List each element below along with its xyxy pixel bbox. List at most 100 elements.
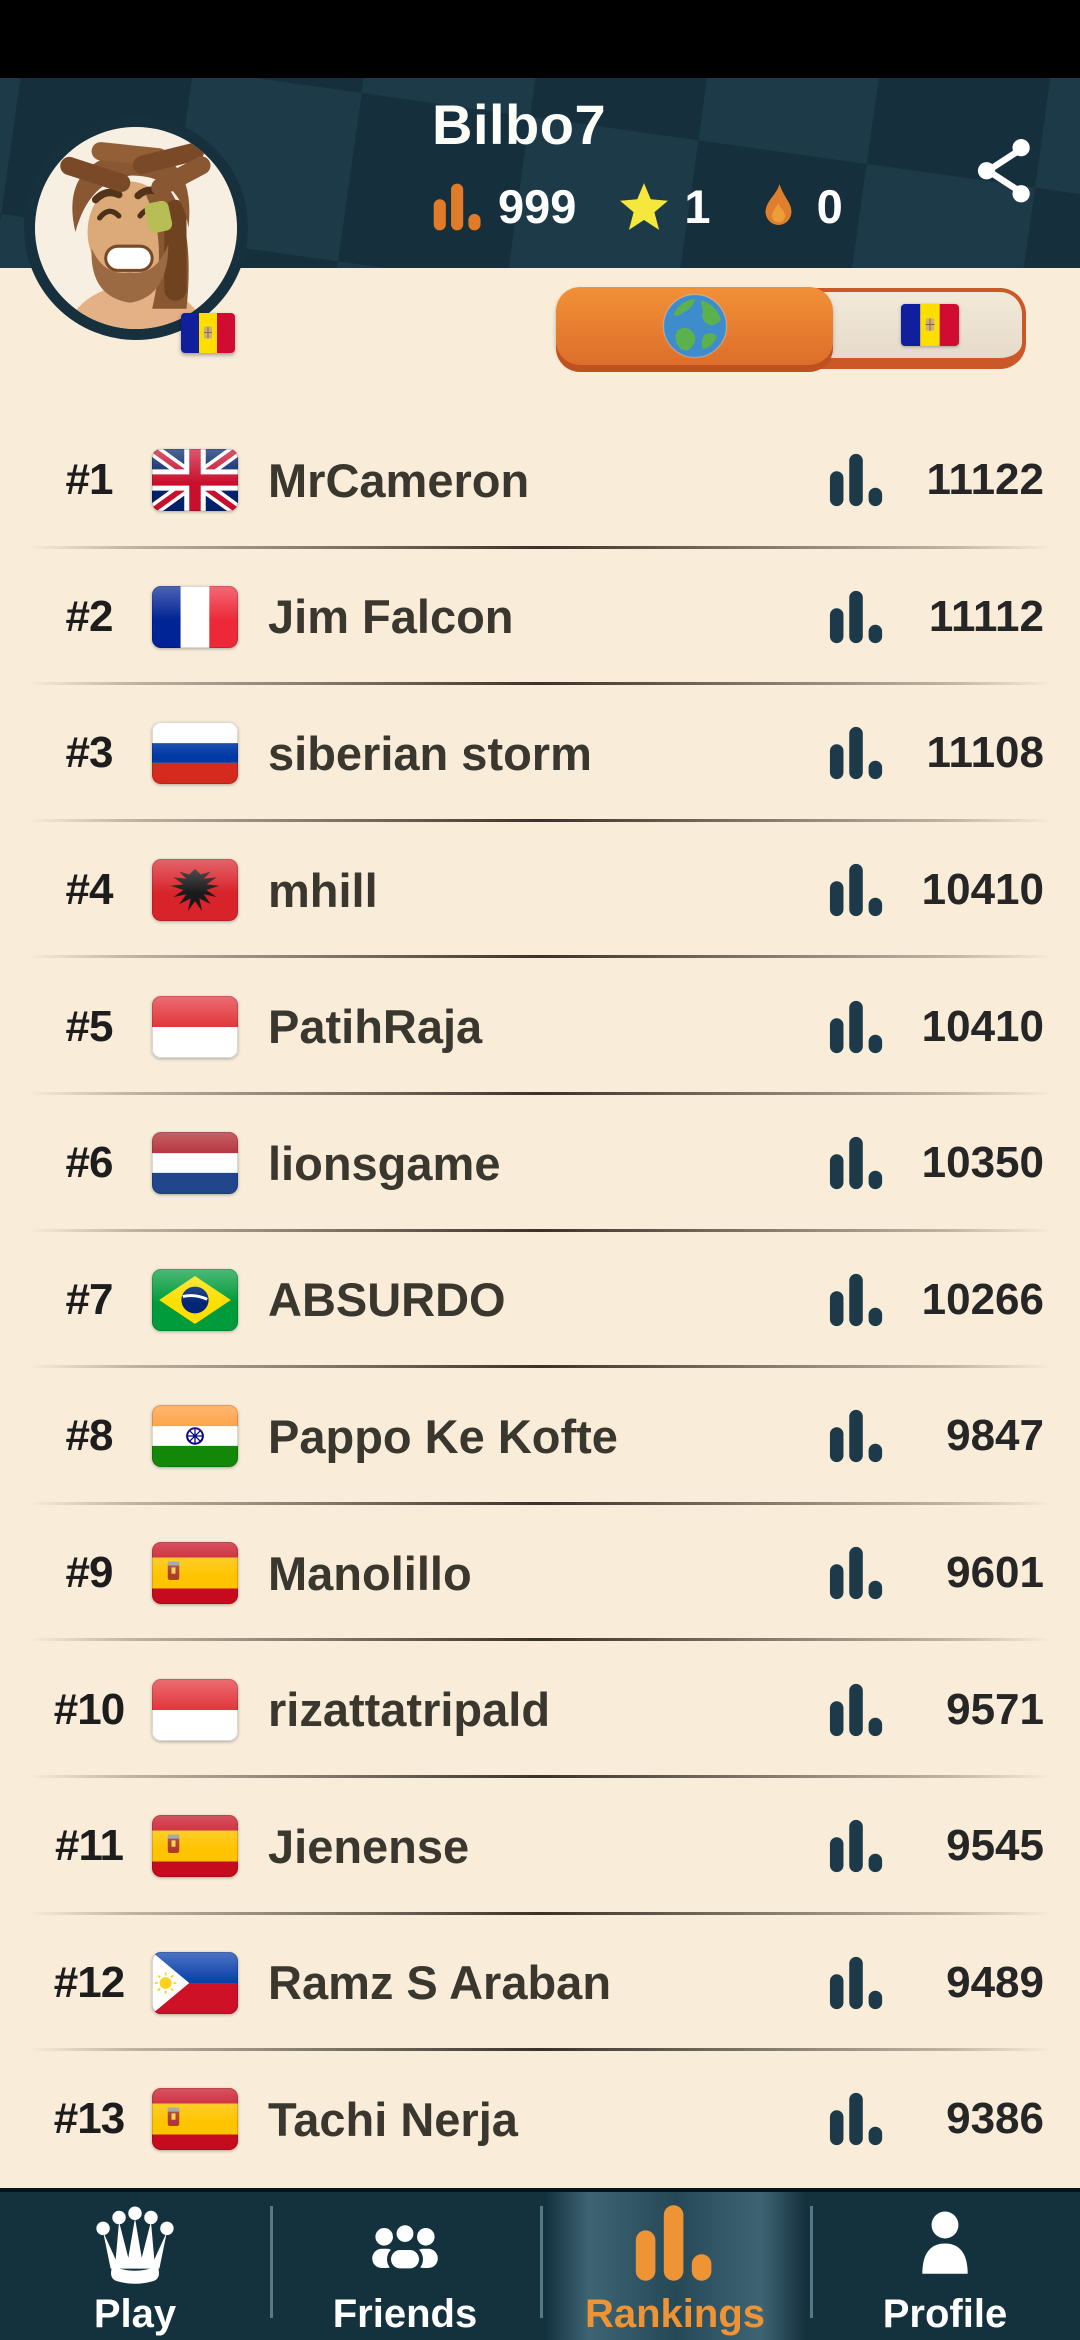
country-toggle-option[interactable]	[837, 292, 1022, 358]
player-name: MrCameron	[268, 453, 530, 507]
nav-item-play[interactable]: Play	[0, 2192, 270, 2340]
nav-label: Profile	[882, 2292, 1008, 2336]
country-flag-icon	[152, 995, 238, 1058]
friends-icon	[359, 2202, 451, 2288]
country-flag-icon	[152, 1542, 238, 1605]
ranking-row[interactable]: #4 mhill 10410	[0, 822, 1080, 959]
score-bars-icon	[828, 1407, 886, 1465]
ranking-row[interactable]: #13 Tachi Nerja 9386	[0, 2051, 1080, 2188]
country-flag-icon	[152, 1132, 238, 1195]
andorra-flag-icon	[900, 304, 959, 346]
player-name: PatihRaja	[268, 1000, 483, 1054]
rank-number: #11	[55, 1821, 124, 1871]
player-name: Tachi Nerja	[268, 2092, 518, 2146]
score-value: 9489	[946, 1957, 1044, 2007]
star-icon	[618, 181, 670, 233]
nav-item-friends[interactable]: Friends	[270, 2192, 540, 2340]
rank-number: #13	[53, 2094, 125, 2144]
avatar-image	[35, 127, 237, 329]
ranking-row[interactable]: #8 Pappo Ke Kofte 9847	[0, 1368, 1080, 1505]
player-stats: 999 1 0	[432, 179, 843, 234]
country-flag-icon	[152, 449, 238, 512]
score-group: 10410	[828, 861, 1044, 919]
score-value: 10410	[921, 1001, 1044, 1051]
share-icon[interactable]	[970, 134, 1042, 206]
flame-icon	[753, 181, 803, 233]
score-value: 9545	[946, 1821, 1044, 1871]
rankings-bars-icon	[633, 2202, 717, 2288]
crown-icon	[89, 2202, 181, 2288]
score-bars-icon	[828, 724, 886, 782]
score-group: 11108	[828, 724, 1044, 782]
score-group: 9571	[828, 1681, 1044, 1739]
score-bars-icon	[828, 1544, 886, 1602]
avatar-country-flag-icon	[181, 313, 235, 353]
rank-number: #12	[53, 1957, 125, 2007]
country-flag-icon	[152, 859, 238, 922]
streak-value: 0	[816, 180, 843, 233]
leaderboard-scope-toggle	[556, 287, 1026, 369]
score-bars-icon	[828, 1817, 886, 1875]
status-bar	[0, 0, 1080, 78]
score-value: 9601	[946, 1548, 1044, 1598]
rank-number: #2	[65, 591, 114, 641]
score-bars-icon	[828, 861, 886, 919]
rank-number: #8	[65, 1411, 114, 1461]
country-flag-icon	[152, 2088, 238, 2151]
score-group: 9601	[828, 1544, 1044, 1602]
player-name: Jienense	[268, 1819, 470, 1873]
ranking-row[interactable]: #12 Ramz S Araban 9489	[0, 1915, 1080, 2052]
nav-item-profile[interactable]: Profile	[810, 2192, 1080, 2340]
ranking-row[interactable]: #11 Jienense 9545	[0, 1778, 1080, 1915]
score-bars-icon	[828, 1681, 886, 1739]
player-name: lionsgame	[268, 1136, 501, 1190]
player-name: Jim Falcon	[268, 590, 514, 644]
score-group: 10266	[828, 1271, 1044, 1329]
score-bars-icon	[828, 1954, 886, 2012]
country-flag-icon	[152, 1815, 238, 1878]
avatar[interactable]	[24, 116, 248, 353]
score-group: 11112	[828, 588, 1044, 646]
ranking-row[interactable]: #10 rizattatripald 9571	[0, 1641, 1080, 1778]
score-value: 10266	[921, 1274, 1044, 1324]
score-bars-icon	[828, 1271, 886, 1329]
country-flag-icon	[152, 1678, 238, 1741]
country-flag-icon	[152, 1951, 238, 2014]
score-group: 11122	[828, 451, 1044, 509]
player-name: Pappo Ke Kofte	[268, 1409, 618, 1463]
ranking-row[interactable]: #2 Jim Falcon 11112	[0, 549, 1080, 686]
ranking-row[interactable]: #7 ABSURDO 10266	[0, 1232, 1080, 1369]
rank-number: #1	[65, 455, 114, 505]
username: Bilbo7	[432, 93, 607, 156]
rank-number: #3	[65, 728, 114, 778]
ranking-row[interactable]: #3 siberian storm 11108	[0, 685, 1080, 822]
score-bars-icon	[432, 181, 484, 233]
score-bars-icon	[828, 998, 886, 1056]
rank-number: #10	[53, 1684, 125, 1734]
rankings-list: #1 MrCameron 11122 #2 Jim Falcon 11112 #3 siber…	[0, 412, 1080, 2188]
score-value: 9386	[946, 2094, 1044, 2144]
score-group: 9386	[828, 2090, 1044, 2148]
ranking-row[interactable]: #1 MrCameron 11122	[0, 412, 1080, 549]
score-value: 9847	[946, 1411, 1044, 1461]
country-flag-icon	[152, 1405, 238, 1468]
player-name: siberian storm	[268, 726, 592, 780]
world-toggle-option[interactable]	[556, 287, 834, 365]
player-name: Manolillo	[268, 1546, 472, 1600]
ranking-row[interactable]: #6 lionsgame 10350	[0, 1095, 1080, 1232]
ranking-row[interactable]: #5 PatihRaja 10410	[0, 958, 1080, 1095]
score-group: 9489	[828, 1954, 1044, 2012]
rank-number: #4	[65, 865, 114, 915]
player-name: rizattatripald	[268, 1683, 551, 1737]
stars-value: 1	[684, 180, 711, 233]
ranking-row[interactable]: #9 Manolillo 9601	[0, 1505, 1080, 1642]
player-name: ABSURDO	[268, 1273, 506, 1327]
score-value: 10350	[921, 1138, 1044, 1188]
profile-icon	[903, 2202, 987, 2288]
nav-item-rankings[interactable]: Rankings	[540, 2192, 810, 2340]
bottom-nav: Play Friends Rankings Profile	[0, 2188, 1080, 2340]
rank-number: #7	[65, 1274, 114, 1324]
score-bars-icon	[828, 451, 886, 509]
country-flag-icon	[152, 1268, 238, 1331]
